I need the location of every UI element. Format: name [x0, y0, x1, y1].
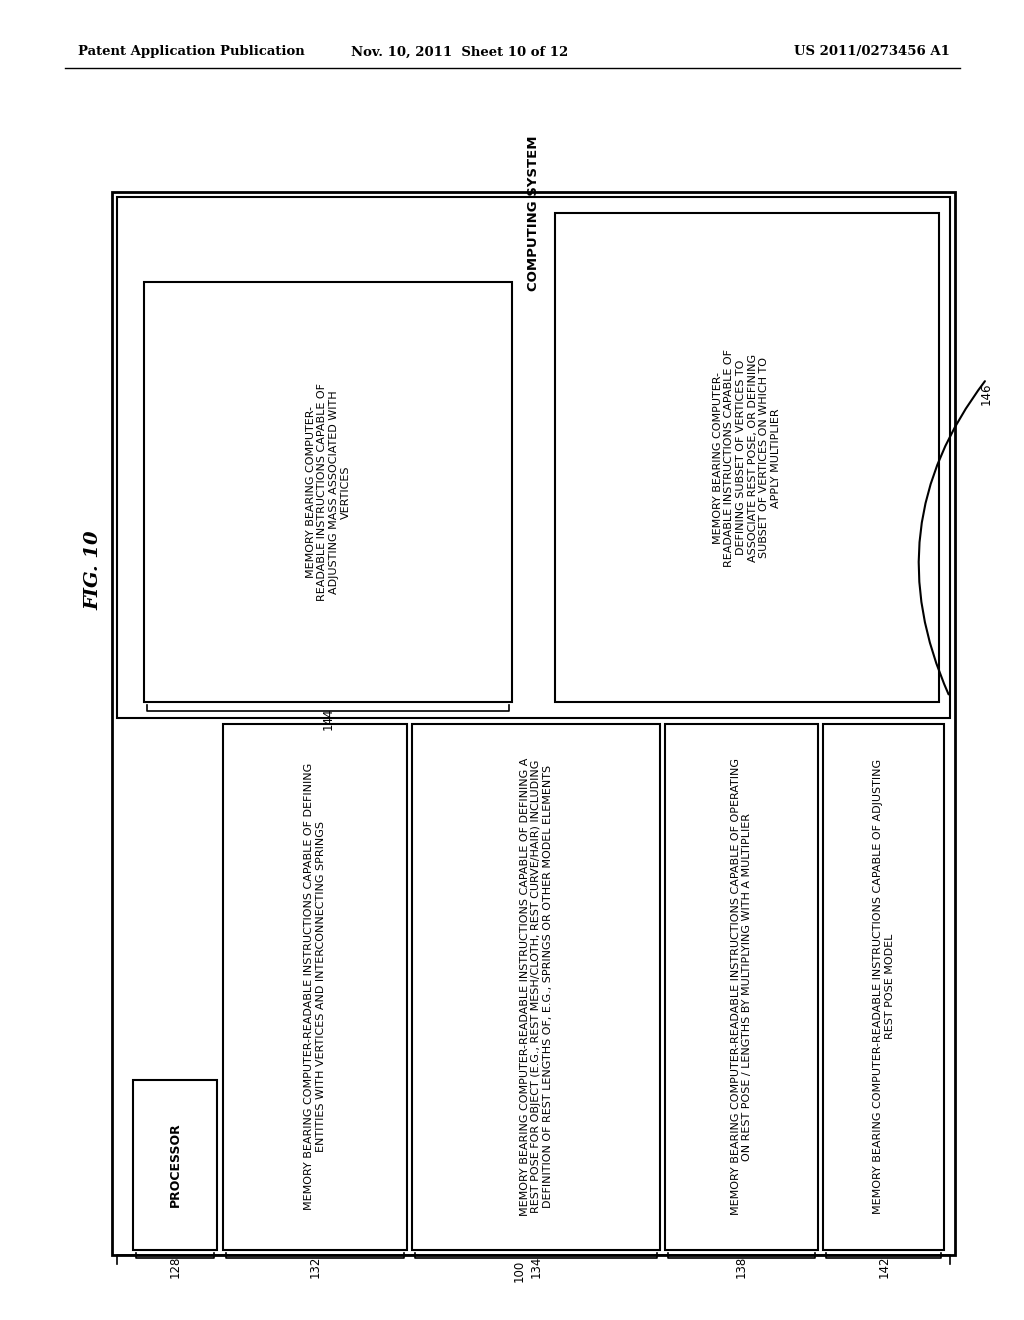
- Text: MEMORY BEARING COMPUTER-READABLE INSTRUCTIONS CAPABLE OF DEFINING A
REST POSE FO: MEMORY BEARING COMPUTER-READABLE INSTRUC…: [519, 758, 553, 1216]
- Bar: [143, 282, 512, 702]
- Bar: [112, 191, 955, 1255]
- Text: Nov. 10, 2011  Sheet 10 of 12: Nov. 10, 2011 Sheet 10 of 12: [351, 45, 568, 58]
- Text: MEMORY BEARING COMPUTER-READABLE INSTRUCTIONS CAPABLE OF ADJUSTING
REST POSE MOD: MEMORY BEARING COMPUTER-READABLE INSTRUC…: [873, 759, 895, 1214]
- Bar: [666, 723, 818, 1250]
- Text: 128: 128: [169, 1255, 181, 1278]
- Text: COMPUTING SYSTEM: COMPUTING SYSTEM: [527, 136, 540, 290]
- Bar: [555, 214, 939, 702]
- Text: 138: 138: [735, 1255, 749, 1278]
- Bar: [413, 723, 659, 1250]
- Text: MEMORY BEARING COMPUTER-READABLE INSTRUCTIONS CAPABLE OF DEFINING
ENTITIES WITH : MEMORY BEARING COMPUTER-READABLE INSTRUC…: [304, 763, 326, 1210]
- Text: 142: 142: [878, 1255, 891, 1278]
- Text: MEMORY BEARING COMPUTER-
READABLE INSTRUCTIONS CAPABLE OF
ADJUSTING MASS ASSOCIA: MEMORY BEARING COMPUTER- READABLE INSTRU…: [305, 383, 350, 602]
- Bar: [118, 197, 949, 718]
- Text: 134: 134: [529, 1255, 543, 1278]
- Text: 144: 144: [322, 708, 335, 730]
- Text: PROCESSOR: PROCESSOR: [169, 1122, 181, 1206]
- Text: 146: 146: [980, 383, 993, 405]
- Text: FIG. 10: FIG. 10: [84, 531, 102, 610]
- Text: MEMORY BEARING COMPUTER-
READABLE INSTRUCTIONS CAPABLE OF
DEFINING SUBSET OF VER: MEMORY BEARING COMPUTER- READABLE INSTRU…: [713, 348, 781, 566]
- Bar: [133, 1080, 217, 1250]
- Text: US 2011/0273456 A1: US 2011/0273456 A1: [795, 45, 950, 58]
- Bar: [823, 723, 944, 1250]
- Text: Patent Application Publication: Patent Application Publication: [78, 45, 305, 58]
- Text: 132: 132: [308, 1255, 322, 1278]
- Text: 100: 100: [512, 1259, 525, 1282]
- Text: MEMORY BEARING COMPUTER-READABLE INSTRUCTIONS CAPABLE OF OPERATING
ON REST POSE : MEMORY BEARING COMPUTER-READABLE INSTRUC…: [731, 758, 753, 1216]
- Bar: [222, 723, 408, 1250]
